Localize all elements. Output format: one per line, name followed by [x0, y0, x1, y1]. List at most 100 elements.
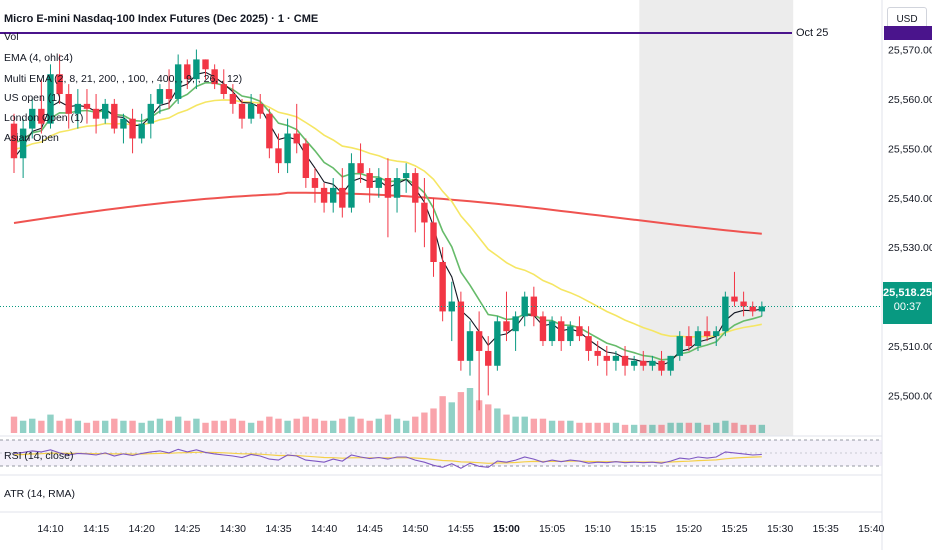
candle-body	[147, 103, 154, 124]
x-tick-label: 15:10	[585, 523, 611, 535]
volume-bar	[339, 418, 346, 433]
volume-bar	[667, 422, 674, 433]
volume-bar	[366, 420, 373, 433]
candle-body	[603, 355, 610, 361]
candle-body	[494, 321, 501, 366]
candle-body	[275, 148, 282, 164]
volume-bar	[211, 420, 218, 433]
volume-bar	[475, 400, 483, 433]
candle-body	[211, 69, 218, 85]
candle-body	[10, 123, 18, 159]
candle-body	[640, 360, 647, 366]
candle-body	[412, 173, 419, 203]
volume-bar	[758, 424, 766, 433]
candle-body	[539, 316, 547, 342]
volume-bar	[102, 420, 109, 433]
candle-body	[184, 64, 191, 80]
candle-layer	[10, 49, 766, 411]
volume-bar	[621, 424, 629, 433]
x-tick-label: 14:10	[37, 523, 63, 535]
volume-bar	[585, 422, 592, 433]
volume-bar	[193, 418, 200, 433]
legend-atr[interactable]: ATR (14, RMA)	[4, 488, 75, 500]
candle-body	[65, 94, 72, 114]
volume-bar	[576, 422, 583, 433]
volume-bar	[530, 418, 538, 433]
volume-bar	[685, 422, 693, 433]
candle-body	[102, 103, 109, 119]
legend-rsi[interactable]: RSI (14, close)	[4, 450, 74, 462]
candle-body	[229, 94, 237, 104]
candle-body	[193, 59, 200, 80]
candle-body	[548, 321, 556, 342]
candle-body	[339, 187, 346, 208]
x-tick-label: 15:15	[630, 523, 656, 535]
volume-bar	[731, 422, 738, 433]
time-axis: 14:10 14:15 14:20 14:25 14:30 14:35 14:40 14:45…	[37, 523, 884, 535]
volume-bar	[457, 392, 465, 433]
candle-body	[621, 355, 629, 366]
candle-body	[421, 202, 428, 223]
volume-bar	[92, 420, 100, 433]
volume-bar	[384, 414, 392, 433]
event-label: Oct 25	[796, 27, 829, 39]
legend-asian-open[interactable]: Asian Open	[4, 132, 59, 144]
volume-bar	[512, 416, 519, 433]
x-tick-label: 15:20	[676, 523, 702, 535]
rsi-line	[13, 448, 762, 469]
volume-bar	[275, 418, 282, 433]
volume-bar	[448, 402, 455, 433]
candle-body	[47, 74, 54, 124]
candle-body	[731, 296, 738, 302]
volume-bar	[293, 418, 300, 433]
volume-bar	[247, 422, 255, 433]
volume-bar	[466, 388, 474, 433]
candle-body	[111, 103, 118, 129]
volume-bar	[548, 420, 556, 433]
volume-bar	[83, 422, 91, 433]
x-tick-label: 15:00	[493, 523, 520, 535]
legend-us-open[interactable]: US open (1)	[4, 92, 61, 104]
volume-bar	[494, 408, 501, 433]
x-tick-label: 14:20	[129, 523, 155, 535]
volume-bar	[111, 418, 118, 433]
candle-body	[330, 187, 337, 203]
candle-body	[393, 178, 401, 198]
y-tick-label: 25,500.00	[888, 390, 932, 402]
candle-body	[384, 178, 392, 198]
volume-bar	[184, 420, 191, 433]
candle-body	[138, 123, 145, 139]
x-tick-label: 14:30	[220, 523, 246, 535]
legend-london-open[interactable]: London Open (1)	[4, 112, 84, 124]
candle-body	[503, 321, 510, 332]
volume-bar	[56, 420, 63, 433]
candle-body	[475, 331, 483, 351]
volume-bar	[120, 420, 127, 433]
candle-body	[530, 296, 538, 317]
volume-bar	[320, 420, 328, 433]
x-tick-label: 14:25	[174, 523, 200, 535]
price-axis: 25,500.0025,510.0025,520.0025,530.0025,5…	[888, 45, 932, 403]
volume-bar	[266, 416, 273, 433]
candle-body	[375, 178, 382, 188]
volume-bar	[147, 420, 154, 433]
x-tick-label: 15:40	[858, 523, 884, 535]
volume-bar	[558, 420, 565, 433]
candle-body	[685, 336, 693, 346]
volume-bar	[521, 416, 528, 433]
legend-ema[interactable]: EMA (4, ohlc4)	[4, 52, 73, 64]
legend-vol[interactable]: Vol	[4, 31, 19, 43]
volume-bar	[375, 418, 382, 433]
x-tick-label: 15:30	[767, 523, 793, 535]
volume-bar	[722, 420, 729, 433]
candle-body	[713, 331, 720, 337]
volume-bar	[603, 422, 610, 433]
volume-bar	[539, 418, 547, 433]
legend-multi-ema[interactable]: Multi EMA (2, 8, 21, 200, , 100, , 400, …	[4, 73, 243, 85]
volume-bar	[503, 414, 510, 433]
volume-bar	[594, 422, 601, 433]
volume-bar	[567, 420, 574, 433]
volume-bar	[138, 422, 145, 433]
volume-bar	[257, 420, 264, 433]
